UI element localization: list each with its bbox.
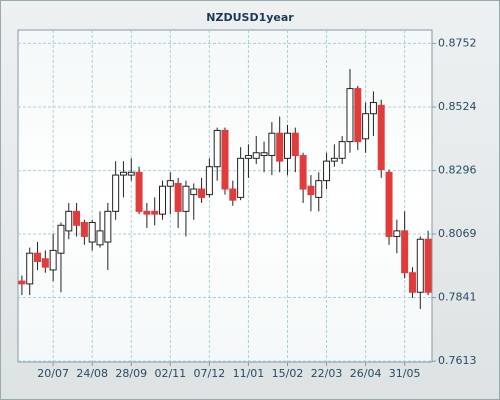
candle-body — [198, 188, 206, 198]
candle-body — [41, 258, 49, 268]
candle-body — [166, 180, 174, 187]
candle-body — [18, 280, 26, 285]
plot-area — [17, 29, 433, 363]
candle-body — [221, 129, 229, 190]
candle-body — [151, 210, 159, 215]
y-tick-label: 0.7841 — [438, 291, 477, 304]
candle-body — [354, 88, 362, 143]
candle-body — [424, 238, 432, 293]
candle-body — [237, 157, 245, 198]
candle-body — [346, 88, 354, 143]
candle-body — [268, 132, 276, 157]
candle-body — [299, 155, 307, 190]
candle-body — [127, 171, 135, 176]
candle-body — [307, 185, 315, 196]
candle-body — [401, 230, 409, 274]
candle-body — [377, 104, 385, 170]
candle-body — [49, 249, 57, 271]
candle-body — [393, 230, 401, 237]
x-tick-label: 20/07 — [37, 367, 69, 380]
candle-body — [283, 132, 291, 159]
candle-body — [80, 222, 88, 237]
candle-body — [190, 188, 198, 196]
candle-body — [182, 185, 190, 212]
candle-body — [291, 132, 299, 157]
candle-body — [213, 129, 221, 168]
candle-body — [260, 152, 268, 157]
x-tick-label: 07/12 — [194, 367, 226, 380]
candle-body — [34, 252, 42, 263]
x-tick-label: 15/02 — [272, 367, 304, 380]
candle-body — [104, 210, 112, 243]
candle-body — [315, 180, 323, 198]
candle-body — [73, 210, 81, 226]
candle-body — [338, 141, 346, 159]
candle-body — [159, 185, 167, 215]
y-tick-label: 0.8524 — [438, 100, 477, 113]
x-tick-label: 31/05 — [389, 367, 421, 380]
candle-body — [362, 113, 370, 140]
candle-body — [174, 182, 182, 212]
candle-body — [205, 166, 213, 196]
x-tick-label: 02/11 — [154, 367, 186, 380]
candle-body — [276, 132, 284, 162]
y-tick-label: 0.7613 — [438, 354, 477, 367]
candle-body — [416, 238, 424, 293]
candle-body — [88, 222, 96, 243]
chart-title: NZDUSD1year — [206, 11, 294, 24]
candle-body — [244, 155, 252, 159]
candle-body — [229, 188, 237, 201]
x-tick-label: 26/04 — [350, 367, 382, 380]
candle-body — [135, 171, 143, 212]
candle-body — [252, 152, 260, 159]
candle-body — [119, 171, 127, 176]
candle-body — [57, 224, 65, 254]
y-tick-label: 0.8296 — [438, 164, 477, 177]
candle-body — [408, 272, 416, 293]
candle-body — [65, 210, 73, 232]
candle-body — [96, 230, 104, 246]
candle-body — [26, 252, 34, 285]
candle-body — [385, 171, 393, 237]
x-tick-label: 22/03 — [311, 367, 343, 380]
y-tick-label: 0.8752 — [438, 36, 477, 49]
candle-body — [330, 157, 338, 162]
candle-body — [143, 210, 151, 215]
x-tick-label: 28/09 — [115, 367, 147, 380]
x-tick-label: 11/01 — [233, 367, 265, 380]
candle-body — [112, 174, 120, 212]
candle-body — [369, 102, 377, 115]
candle-body — [323, 160, 331, 182]
x-tick-label: 24/08 — [76, 367, 108, 380]
y-tick-label: 0.8069 — [438, 227, 477, 240]
